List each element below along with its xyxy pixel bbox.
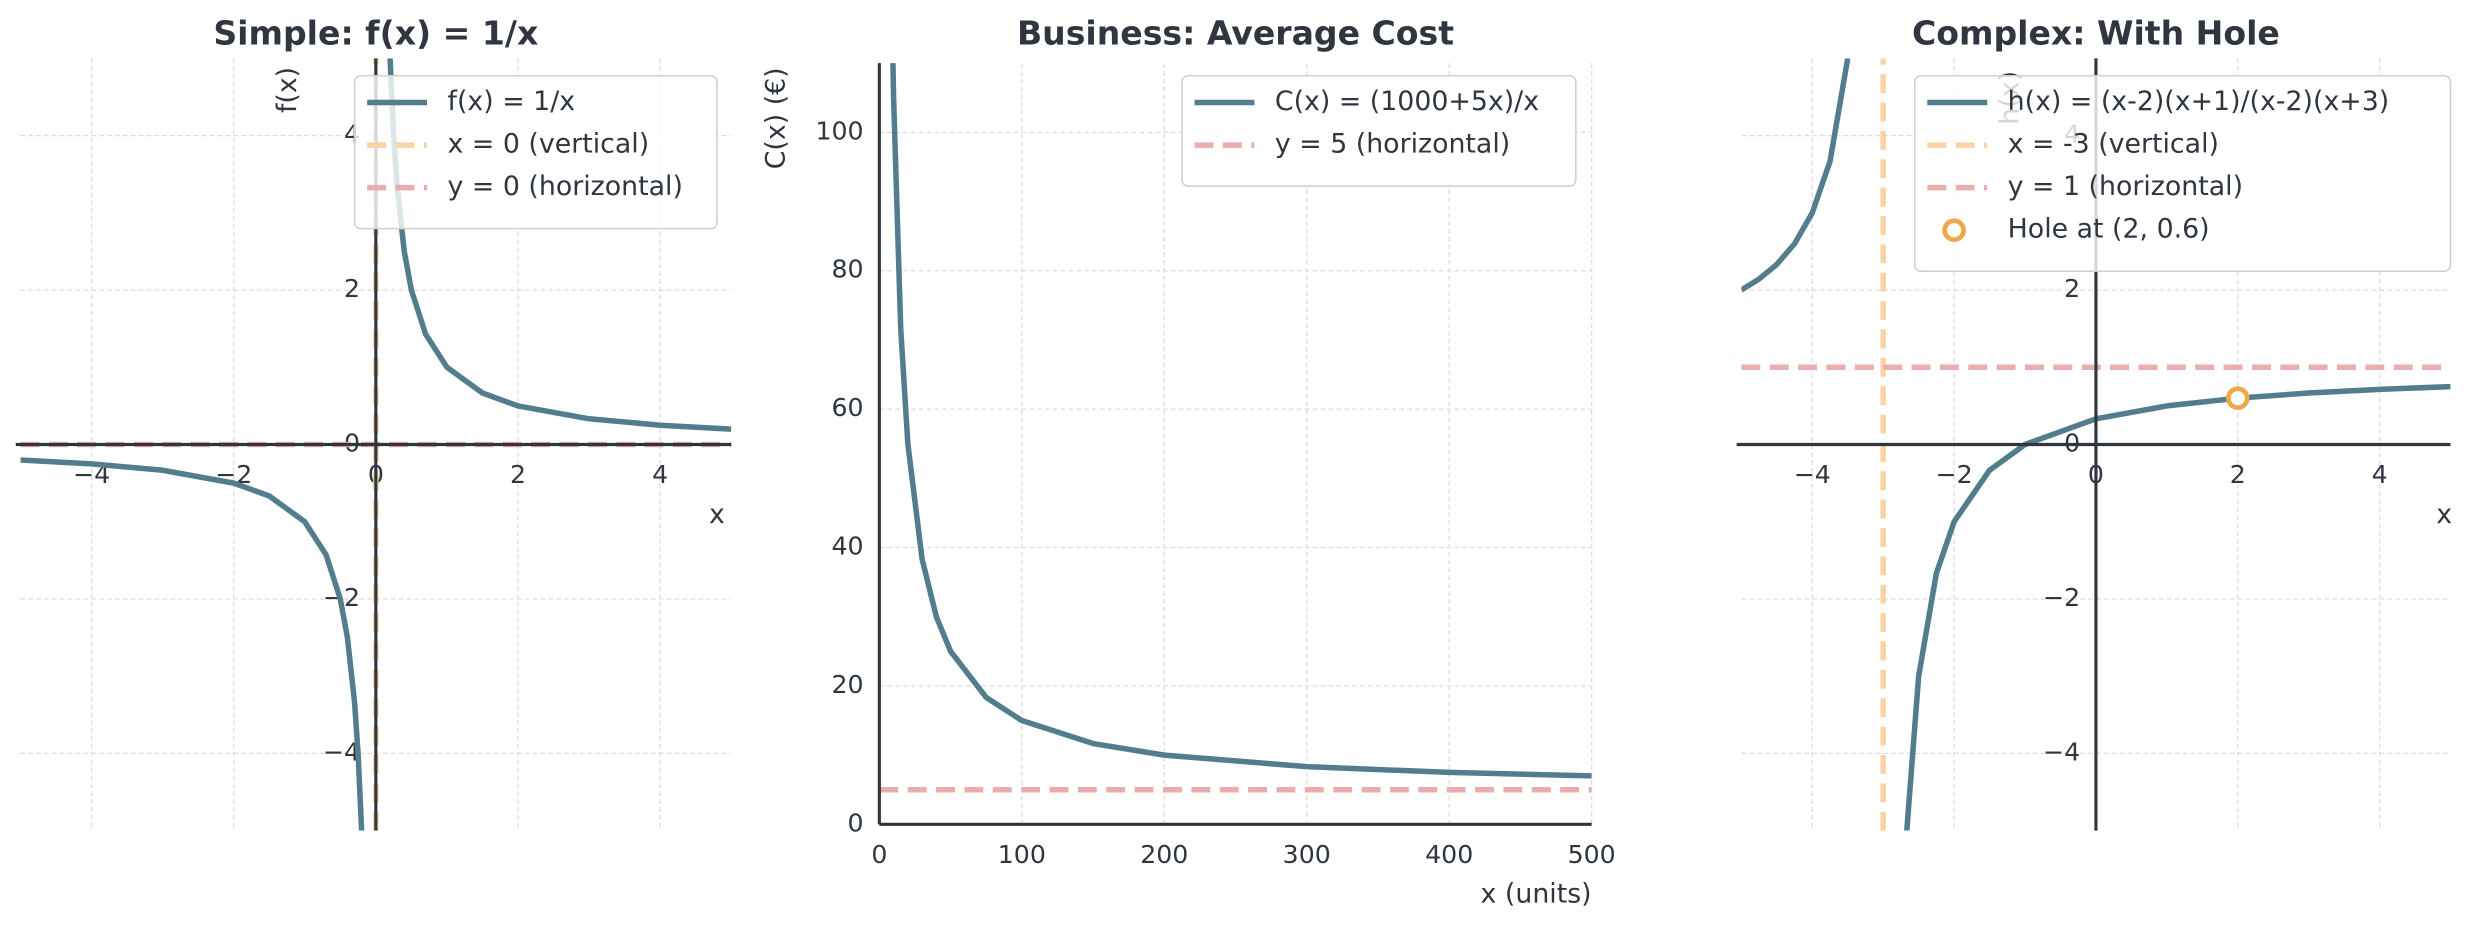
legend-label: f(x) = 1/x (448, 86, 576, 117)
x-tick-label: 4 (2372, 460, 2388, 489)
y-tick-label: 80 (832, 255, 864, 284)
y-tick-label: 2 (344, 274, 360, 303)
legend-marker (1942, 218, 1966, 243)
legend-label: y = 1 (horizontal) (2008, 171, 2243, 202)
y-tick-label: 40 (832, 532, 864, 561)
x-tick-label: 400 (1425, 840, 1473, 869)
x-axis-label: x (units) (1481, 879, 1592, 910)
x-tick-label: 2 (510, 460, 526, 489)
legend-label: h(x) = (x-2)(x+1)/(x-2)(x+3) (2008, 86, 2390, 117)
x-tick-label: −4 (1794, 460, 1831, 489)
legend-box (1181, 74, 1577, 187)
y-tick-label: −4 (323, 737, 360, 766)
y-tick-label: 0 (848, 808, 864, 837)
x-tick-label: 0 (871, 840, 887, 869)
legend-label: C(x) = (1000+5x)/x (1275, 86, 1539, 117)
x-tick-label: −2 (1936, 460, 1973, 489)
x-tick-label: 200 (1140, 840, 1188, 869)
y-tick-label: −2 (2043, 583, 2080, 612)
y-tick-label: 2 (2064, 274, 2080, 303)
x-tick-label: 4 (652, 460, 668, 489)
curve (890, 63, 1592, 779)
x-axis-label: x (709, 499, 725, 530)
legend-label: Hole at (2, 0.6) (2008, 214, 2210, 245)
chart-title: Simple: f(x) = 1/x (213, 13, 538, 52)
chart-title: Business: Average Cost (1017, 13, 1454, 52)
x-tick-label: 500 (1568, 840, 1616, 869)
hole-marker (2225, 386, 2250, 411)
y-axis-label: C(x) (€) (760, 67, 791, 169)
x-tick-label: 2 (2230, 460, 2246, 489)
y-tick-label: 20 (832, 670, 864, 699)
chart-title: Complex: With Hole (1912, 13, 2280, 52)
legend-box (1913, 74, 2452, 272)
y-tick-label: 100 (815, 116, 863, 145)
y-axis-label: f(x) (272, 67, 303, 113)
curve (1741, 58, 2451, 831)
y-tick-label: −4 (2043, 737, 2080, 766)
legend-label: x = -3 (vertical) (2008, 129, 2219, 160)
y-tick-label: 60 (832, 393, 864, 422)
plot-area (879, 63, 1592, 793)
legend-box (353, 74, 718, 230)
x-axis-label: x (2436, 499, 2452, 530)
legend-label: x = 0 (vertical) (448, 129, 650, 160)
legend-label: y = 0 (horizontal) (448, 171, 683, 202)
legend-label: y = 5 (horizontal) (1275, 129, 1510, 160)
x-tick-label: 100 (998, 840, 1046, 869)
x-tick-label: 300 (1283, 840, 1331, 869)
